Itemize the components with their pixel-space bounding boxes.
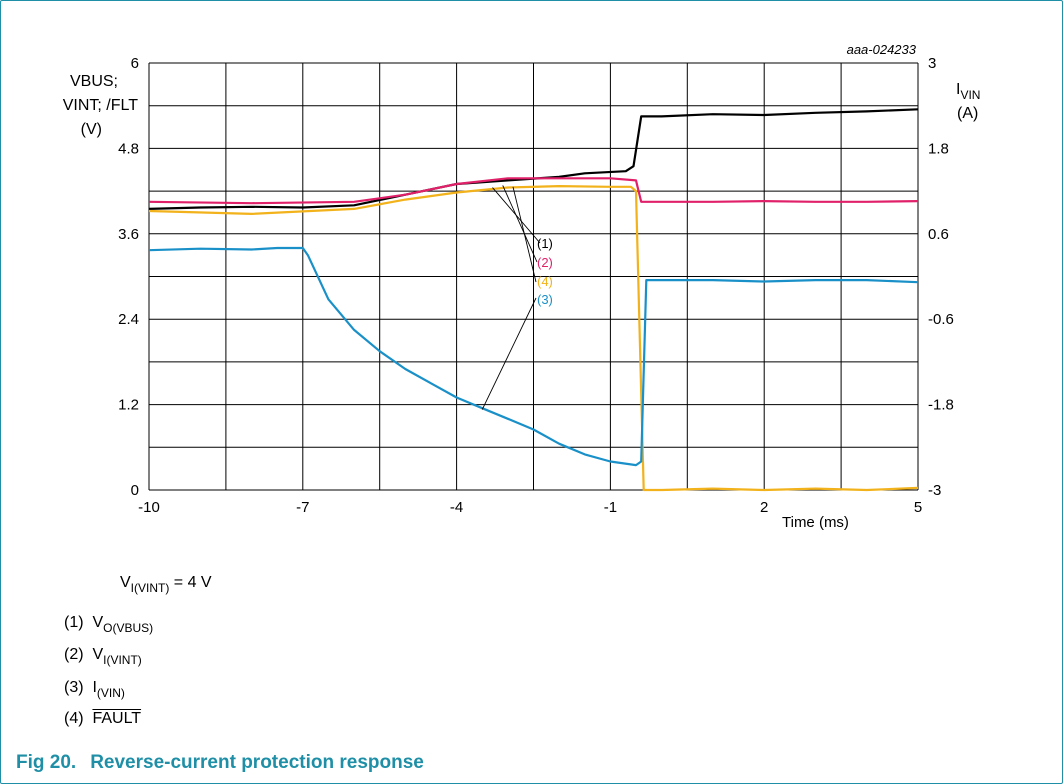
ticks: -10 -7 -4 -1 2 5 0 1.2 2.4 3.6 4.8 6 -3 -1.8 -0.6 0.6 1.…: [118, 55, 954, 516]
callout-label: (4): [537, 274, 553, 289]
legend-number: (3): [64, 679, 84, 696]
y2-tick-label: -0.6: [928, 311, 954, 328]
x-tick-label: -10: [138, 499, 160, 516]
legend-item-3: (3) I(VIN): [64, 679, 125, 700]
legend-item-2: (2) VI(VINT): [64, 646, 142, 667]
condition-note: VI(VINT) = 4 V: [120, 574, 212, 595]
series-line-2: [148, 185, 919, 492]
series-lines: [148, 108, 919, 492]
callout-line: [512, 186, 537, 283]
y2-tick-label: 0.6: [928, 226, 949, 243]
y-tick-label: 0: [131, 482, 139, 499]
y-axis-label-line-3: (V): [81, 121, 102, 138]
series-line-0: [148, 108, 919, 210]
y-tick-label: 6: [131, 55, 139, 72]
y2-tick-label: 3: [928, 55, 936, 72]
y2-axis-label: IVIN: [956, 81, 980, 102]
legend-number: (2): [64, 646, 84, 663]
grid: [148, 62, 919, 491]
callout-label: (2): [537, 255, 553, 270]
y-axis-label-line-2: VINT; /FLT: [63, 97, 138, 114]
legend-number: (4): [64, 710, 84, 727]
y-tick-label: 3.6: [118, 226, 139, 243]
figure-code: aaa-024233: [847, 42, 917, 57]
callout-label: (3): [537, 292, 553, 307]
y-tick-label: 1.2: [118, 397, 139, 414]
series-line-1: [148, 177, 919, 205]
callouts: (1) (2) (4) (3): [481, 185, 553, 410]
figure-caption: Fig 20. Reverse-current protection respon…: [16, 752, 424, 773]
legend-item-1: (1) VO(VBUS): [64, 614, 154, 635]
y2-tick-label: -3: [928, 482, 941, 499]
x-tick-label: -4: [450, 499, 463, 516]
y-axis-label-line-1: VBUS;: [70, 73, 118, 90]
callout-line: [481, 297, 537, 410]
callout-line: [502, 185, 538, 263]
x-tick-label: 2: [760, 499, 768, 516]
x-tick-label: 5: [914, 499, 922, 516]
x-tick-label: -1: [604, 499, 617, 516]
y-tick-label: 4.8: [118, 140, 139, 157]
callout-label: (1): [537, 236, 553, 251]
x-tick-label: -7: [296, 499, 309, 516]
series-line-3: [148, 246, 919, 467]
legend-item-4: (4) FAULT: [64, 710, 142, 727]
legend-number: (1): [64, 614, 84, 631]
line-chart: -10 -7 -4 -1 2 5 0 1.2 2.4 3.6 4.8 6 -3 -1.8 -0.6 0.6 1.…: [63, 42, 981, 531]
x-axis-label: Time (ms): [782, 514, 849, 531]
y2-tick-label: 1.8: [928, 140, 949, 157]
y2-axis-unit: (A): [957, 105, 978, 122]
y2-tick-label: -1.8: [928, 397, 954, 414]
y-tick-label: 2.4: [118, 311, 139, 328]
